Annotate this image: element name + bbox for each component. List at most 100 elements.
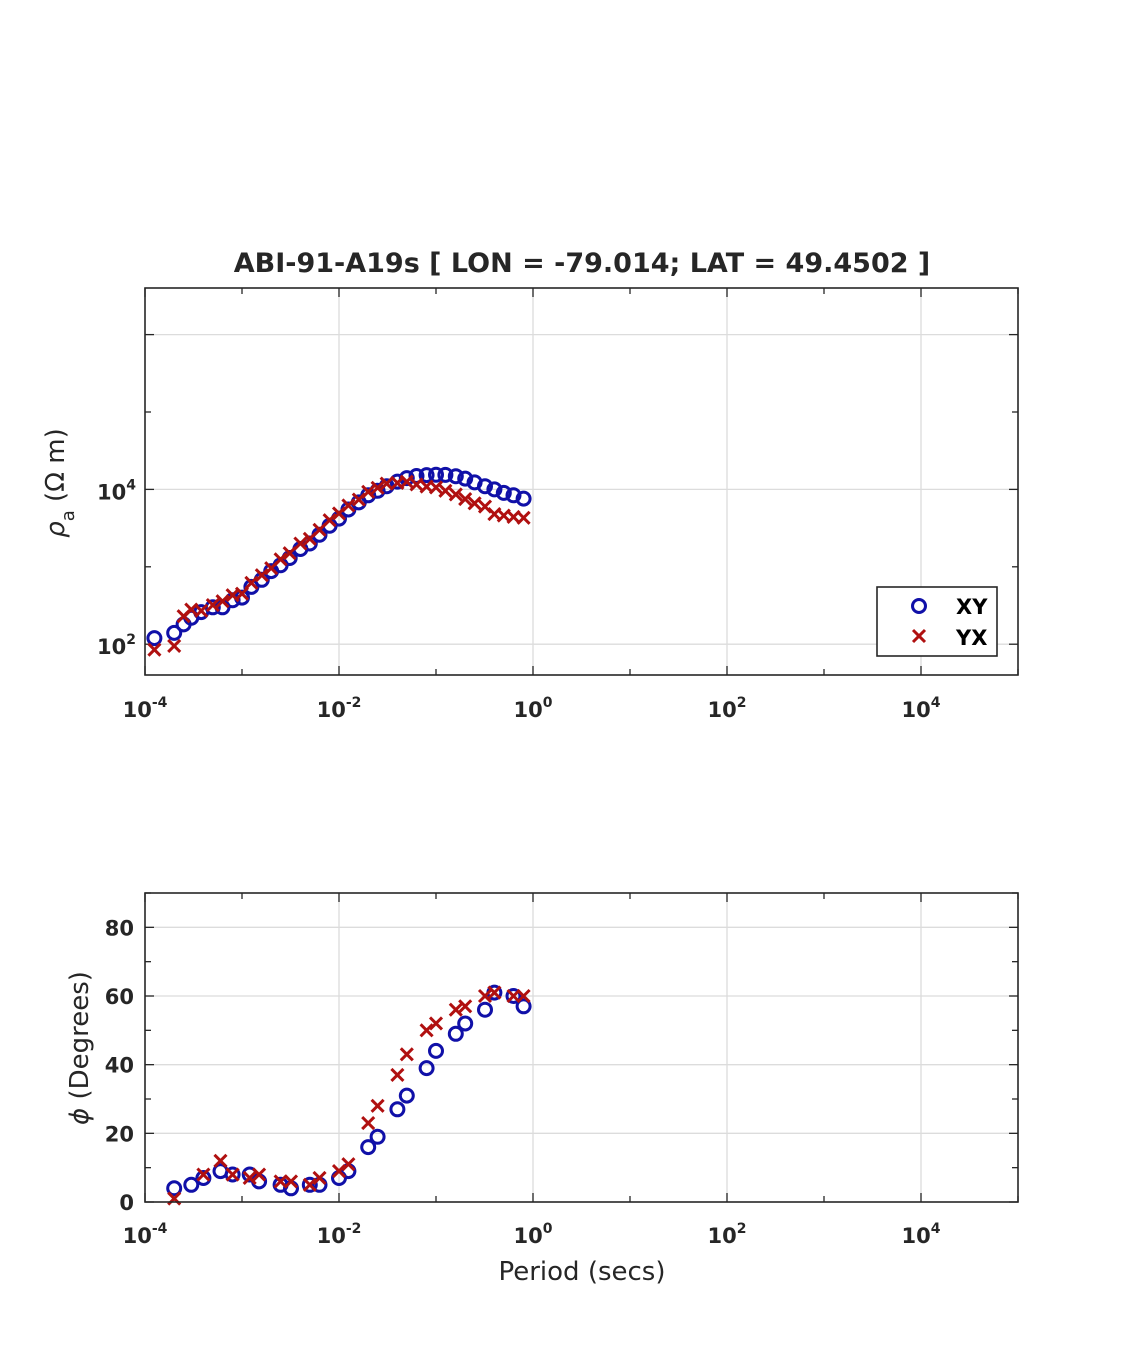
data-point-yx	[399, 1047, 414, 1062]
x-tick-labels: 10-4 10-2 100 102 104	[123, 695, 941, 722]
y-tick-label: 80	[105, 916, 134, 940]
x-tick-label: 100	[514, 695, 553, 722]
y-tick-label: 60	[105, 985, 134, 1009]
x-tick-label: 102	[708, 1221, 747, 1248]
data-point-yx	[254, 568, 269, 583]
legend-label-xy: XY	[956, 595, 988, 619]
data-point-yx	[419, 1023, 434, 1038]
data-point-yx	[467, 496, 482, 511]
data-point-xy	[447, 468, 464, 485]
series-xy	[166, 984, 532, 1197]
x-tick-label: 10-4	[123, 1221, 168, 1248]
data-point-xy	[398, 1087, 415, 1104]
data-point-yx	[282, 546, 297, 561]
data-point-yx	[477, 988, 493, 1004]
data-point-yx	[234, 586, 250, 601]
x-tick-labels: 10-4 10-2 100 102 104	[123, 1221, 941, 1248]
x-tick-label: 10-4	[123, 695, 168, 722]
data-point-yx	[167, 638, 182, 653]
legend-marker-xy	[911, 598, 927, 614]
data-point-yx	[438, 483, 453, 498]
data-point-yx	[409, 477, 424, 492]
data-point-yx	[370, 1098, 385, 1113]
data-point-yx	[487, 985, 502, 1000]
data-point-yx	[302, 1177, 317, 1192]
data-point-xy	[243, 578, 260, 595]
data-point-yx	[312, 1170, 327, 1186]
data-point-xy	[428, 1042, 444, 1059]
data-point-yx	[516, 510, 531, 525]
data-point-yx	[448, 1002, 463, 1017]
data-point-xy	[418, 1060, 435, 1077]
data-point-yx	[361, 484, 376, 499]
data-point-xy	[515, 490, 532, 507]
grid	[145, 893, 1018, 1202]
chart-title: ABI-91-A19s [ LON = -79.014; LAT = 49.45…	[234, 248, 931, 279]
data-point-xy	[457, 470, 474, 487]
data-point-xy	[166, 1180, 183, 1197]
data-point-xy	[224, 1166, 241, 1183]
data-point-yx	[293, 536, 308, 551]
y-tick-label: 40	[105, 1054, 134, 1078]
data-point-yx	[242, 1170, 257, 1186]
x-tick-label: 10-2	[317, 1221, 362, 1248]
x-axis-label: Period (secs)	[498, 1257, 665, 1287]
data-point-xy	[505, 988, 522, 1004]
y-tick-label: 104	[97, 477, 136, 504]
data-point-xy	[301, 1176, 318, 1193]
data-point-xy	[505, 487, 522, 504]
x-tick-label: 104	[902, 695, 941, 722]
data-point-xy	[183, 1176, 200, 1193]
data-point-xy	[515, 998, 532, 1015]
data-point-yx	[516, 988, 531, 1004]
data-marks	[166, 984, 532, 1206]
data-point-yx	[205, 598, 220, 613]
axes-box	[144, 287, 1019, 676]
data-point-yx	[370, 480, 385, 495]
series-yx	[167, 985, 531, 1206]
data-point-yx	[458, 999, 473, 1014]
data-point-xy	[389, 1101, 406, 1118]
data-point-xy	[389, 473, 406, 490]
data-point-xy	[195, 1170, 212, 1186]
data-point-yx	[225, 1167, 240, 1182]
legend: XY YX	[876, 586, 998, 657]
data-point-yx	[341, 1157, 356, 1172]
data-point-xy	[146, 630, 163, 647]
data-point-yx	[379, 476, 394, 491]
axes-box	[144, 892, 1019, 1203]
legend-marker-yx	[911, 628, 927, 644]
data-point-yx	[428, 1016, 444, 1031]
legend-box	[876, 586, 998, 657]
data-point-yx	[196, 1167, 211, 1182]
data-point-yx	[399, 474, 414, 489]
y-tick-label: 0	[119, 1191, 134, 1215]
data-point-yx	[390, 1067, 405, 1083]
data-point-xy	[437, 466, 454, 483]
data-point-xy	[418, 467, 435, 484]
data-point-yx	[331, 1164, 347, 1179]
data-point-xy	[166, 624, 183, 641]
data-point-xy	[457, 1015, 474, 1032]
data-point-yx	[213, 1153, 228, 1168]
data-point-yx	[458, 492, 473, 507]
data-point-xy	[369, 1128, 386, 1145]
x-tick-label: 104	[902, 1221, 941, 1248]
data-point-yx	[194, 603, 209, 618]
data-point-yx	[215, 594, 230, 609]
data-point-yx	[341, 498, 356, 513]
y-axis-label: ϕ (Degrees)	[65, 971, 95, 1125]
data-point-yx	[448, 487, 463, 502]
series-yx	[147, 474, 531, 657]
data-point-yx	[273, 552, 288, 567]
y-tick-labels: 102 104	[97, 477, 136, 659]
series-xy	[146, 466, 532, 647]
data-point-yx	[147, 642, 162, 657]
legend-label-yx: YX	[955, 626, 987, 650]
data-point-xy	[477, 478, 493, 495]
y-tick-label: 20	[105, 1122, 134, 1146]
x-tick-label: 10-2	[317, 695, 362, 722]
data-point-xy	[360, 1139, 377, 1156]
